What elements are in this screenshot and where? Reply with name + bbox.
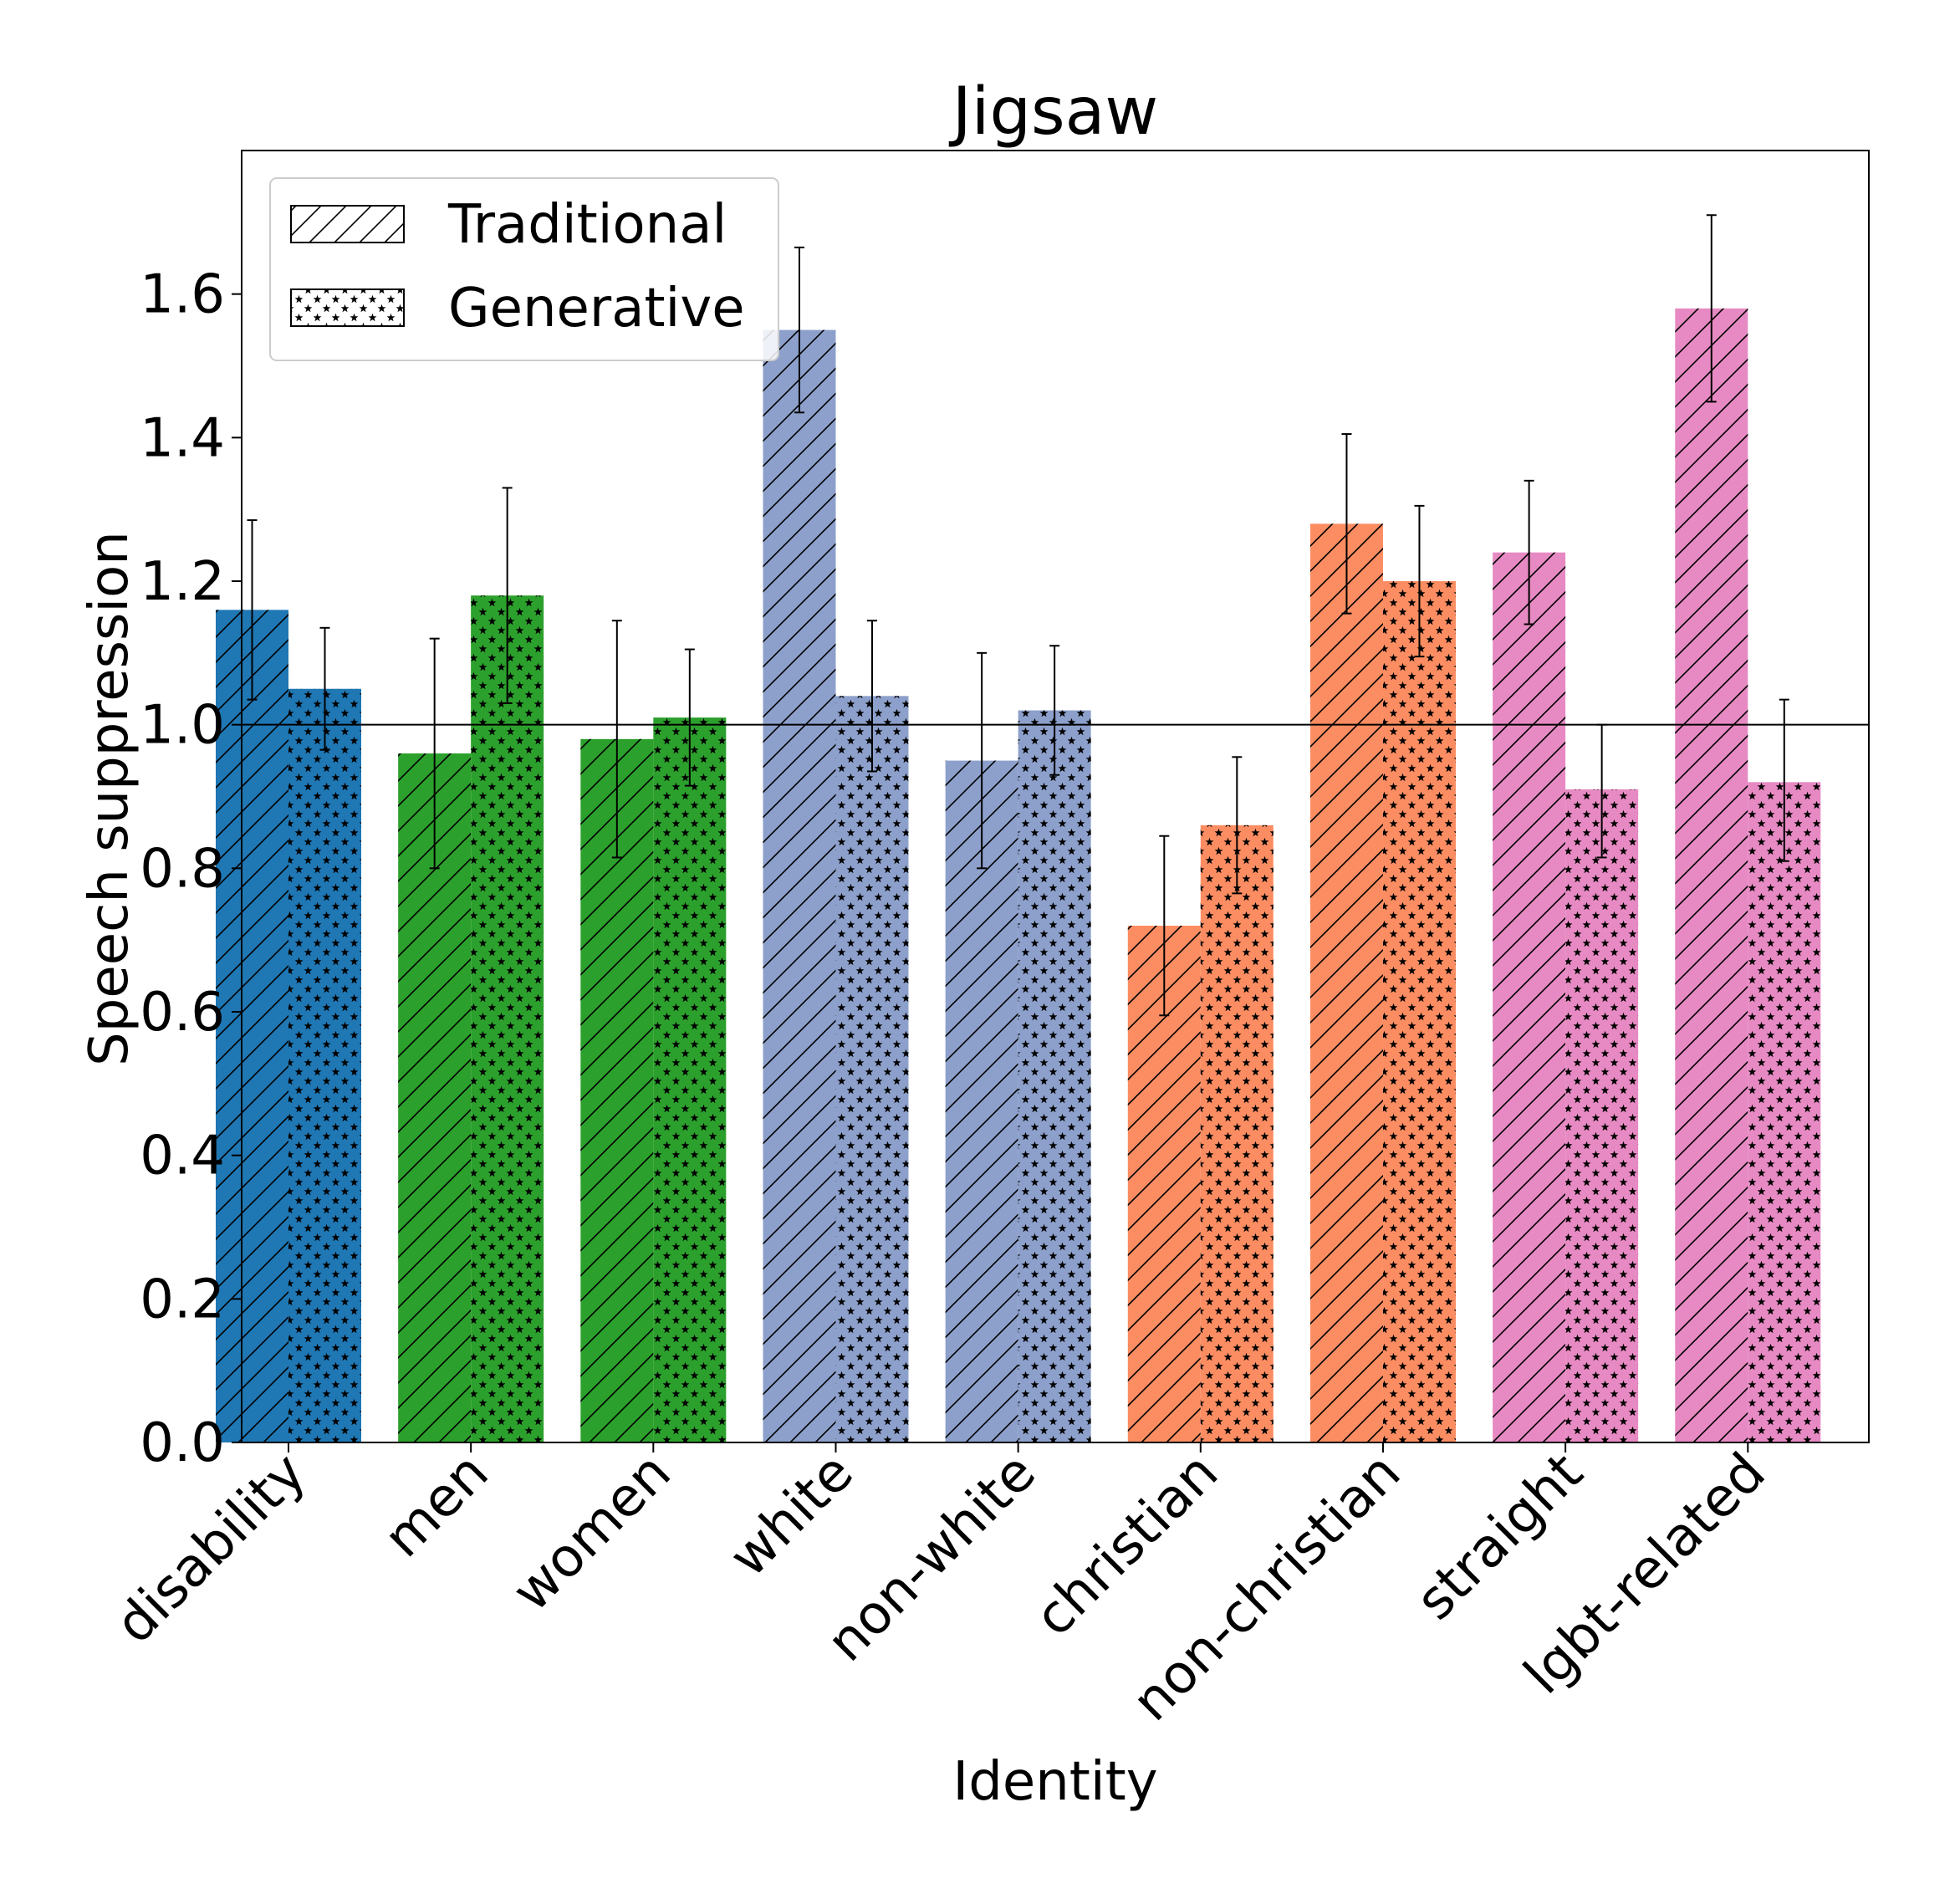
bar-pattern-traditional-non-christian bbox=[1309, 523, 1383, 1443]
bar-pattern-generative-women bbox=[653, 717, 727, 1442]
bar-pattern-traditional-lgbt-related bbox=[1675, 308, 1748, 1442]
y-tick-label-1.2: 1.2 bbox=[140, 551, 225, 613]
bar-pattern-traditional-non-white bbox=[945, 760, 1018, 1442]
y-tick-label-0.6: 0.6 bbox=[140, 982, 225, 1044]
bar-pattern-generative-white bbox=[835, 696, 909, 1442]
bar-pattern-traditional-white bbox=[763, 329, 836, 1442]
y-tick-label-0.2: 0.2 bbox=[140, 1269, 225, 1330]
x-tick-label-white: white bbox=[718, 1442, 865, 1589]
bar-pattern-generative-men bbox=[471, 595, 544, 1442]
bar-pattern-generative-non-white bbox=[1018, 710, 1091, 1442]
bar-pattern-generative-christian bbox=[1200, 825, 1273, 1442]
y-axis-label: Speech suppression bbox=[79, 531, 140, 1066]
bar-pattern-generative-non-christian bbox=[1382, 581, 1456, 1442]
x-tick-label-women: women bbox=[501, 1442, 683, 1624]
x-axis-label: Identity bbox=[952, 1751, 1157, 1813]
y-tick-label-0.8: 0.8 bbox=[140, 838, 225, 900]
plot-frame bbox=[241, 150, 1870, 1443]
legend: Traditional Generative bbox=[269, 177, 779, 361]
bar-pattern-generative-lgbt-related bbox=[1748, 782, 1821, 1442]
y-tick-label-0.0: 0.0 bbox=[140, 1412, 225, 1474]
x-tick-label-straight: straight bbox=[1405, 1442, 1595, 1632]
legend-swatch-traditional bbox=[290, 205, 405, 243]
chart-title: Jigsaw bbox=[948, 74, 1158, 150]
y-tick-label-1.4: 1.4 bbox=[140, 407, 225, 469]
y-tick-label-0.4: 0.4 bbox=[140, 1126, 225, 1187]
bar-pattern-generative-straight bbox=[1565, 789, 1639, 1442]
legend-swatch-generative bbox=[290, 288, 405, 327]
bar-pattern-generative-disability bbox=[288, 688, 361, 1442]
bar-pattern-traditional-straight bbox=[1493, 552, 1566, 1442]
x-tick-label-men: men bbox=[373, 1442, 501, 1570]
bar-pattern-traditional-disability bbox=[216, 610, 288, 1442]
legend-label-traditional: Traditional bbox=[447, 194, 727, 256]
y-tick-label-1.0: 1.0 bbox=[140, 695, 225, 757]
legend-label-generative: Generative bbox=[448, 278, 745, 340]
y-tick-label-1.6: 1.6 bbox=[140, 264, 225, 326]
